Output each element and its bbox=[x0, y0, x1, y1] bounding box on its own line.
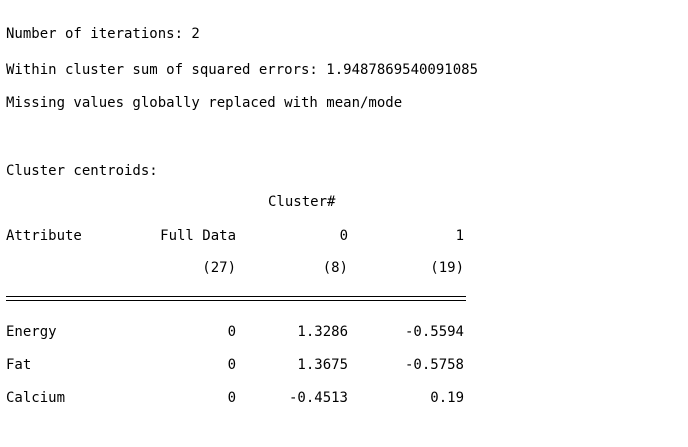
cluster-1-count: (19) bbox=[430, 260, 464, 276]
full-data-count: (27) bbox=[202, 260, 236, 276]
row-attribute-fat: Fat bbox=[6, 357, 32, 373]
energy-cluster-1: -0.5594 bbox=[404, 324, 464, 340]
calcium-cluster-1: 0.19 bbox=[430, 390, 464, 406]
attribute-header: Attribute bbox=[6, 228, 82, 244]
centroids-title: Cluster centroids: bbox=[6, 163, 158, 179]
table-separator bbox=[6, 296, 466, 301]
sse-line: Within cluster sum of squared errors: 1.… bbox=[6, 62, 479, 78]
row-attribute-energy: Energy bbox=[6, 324, 57, 340]
calcium-full-data: 0 bbox=[227, 390, 236, 406]
cluster-1-header: 1 bbox=[455, 228, 464, 244]
fat-cluster-0: 1.3675 bbox=[297, 357, 348, 373]
cluster-number-header: Cluster# bbox=[268, 194, 336, 210]
energy-full-data: 0 bbox=[227, 324, 236, 340]
fat-cluster-1: -0.5758 bbox=[404, 357, 464, 373]
missing-values-line: Missing values globally replaced with me… bbox=[6, 95, 403, 111]
row-attribute-calcium: Calcium bbox=[6, 390, 66, 406]
calcium-cluster-0: -0.4513 bbox=[288, 390, 348, 406]
fat-full-data: 0 bbox=[227, 357, 236, 373]
cluster-0-header: 0 bbox=[339, 228, 348, 244]
full-data-header: Full Data bbox=[160, 228, 236, 244]
cluster-0-count: (8) bbox=[322, 260, 348, 276]
iterations-line: Number of iterations: 2 bbox=[6, 26, 200, 42]
energy-cluster-0: 1.3286 bbox=[297, 324, 348, 340]
